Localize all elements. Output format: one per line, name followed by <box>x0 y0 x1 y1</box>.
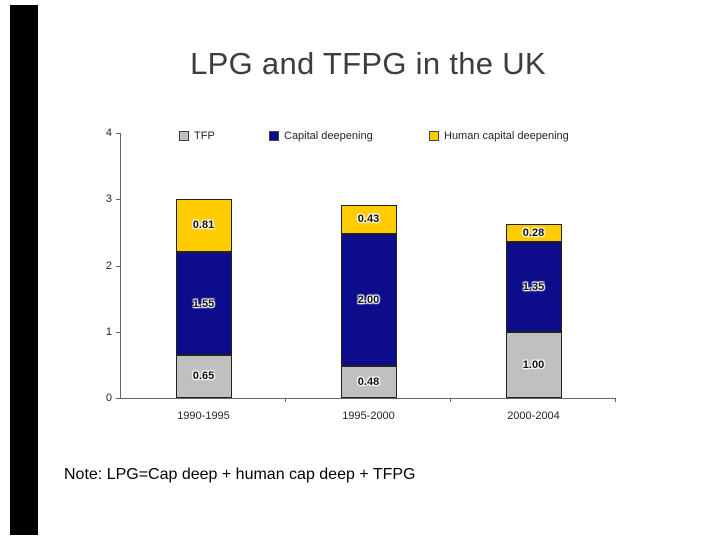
y-axis-tick-label: 4 <box>105 127 112 139</box>
bar-value-label: 1.35 <box>522 281 545 294</box>
legend-swatch-tfp <box>179 131 189 141</box>
legend-label: Capital deepening <box>284 130 373 142</box>
bar-value-label: 2.00 <box>357 293 380 306</box>
y-axis-tick-label: 3 <box>105 193 112 206</box>
bar-value-label: 0.43 <box>357 213 380 226</box>
bar-value-label: 0.65 <box>192 370 215 383</box>
legend-swatch-human-capital-deepening <box>429 131 439 141</box>
bar-segment-capital-deepening: 1.35 <box>505 242 562 332</box>
bar-segment-human-capital-deepening: 0.28 <box>505 223 562 243</box>
y-axis-tick-mark <box>116 133 121 134</box>
legend-item-human-capital-deepening: Human capital deepening <box>429 129 569 143</box>
bar-value-label: 1.00 <box>522 358 545 371</box>
y-axis-tick-mark <box>116 398 121 399</box>
legend-item-capital-deepening: Capital deepening <box>269 129 373 143</box>
bar-segment-tfp: 0.48 <box>340 366 397 398</box>
x-axis-category-label: 2000-2004 <box>507 410 560 422</box>
x-axis-tick-mark <box>285 398 286 402</box>
bar-segment-capital-deepening: 2.00 <box>340 233 397 367</box>
bar-segment-tfp: 1.00 <box>505 331 562 398</box>
y-axis-tick-label: 2 <box>105 259 112 272</box>
y-axis-tick-label: 0 <box>105 392 112 404</box>
x-axis-category-label: 1995-2000 <box>342 410 395 422</box>
y-axis-tick-label: 1 <box>105 325 112 338</box>
bar-segment-tfp: 0.65 <box>175 354 232 398</box>
slide-title: LPG and TFPG in the UK <box>190 46 546 81</box>
bar-value-label: 1.55 <box>192 297 215 310</box>
legend-label: TFP <box>194 130 215 142</box>
bar-segment-capital-deepening: 1.55 <box>175 252 232 355</box>
legend-label: Human capital deepening <box>444 130 569 142</box>
chart-plot-area: 0 1 2 3 4 1990-1995 0.65 1.55 0.81 1995-2000 0.48 2… <box>106 127 616 422</box>
bar-value-label: 0.81 <box>192 219 215 232</box>
legend-item-tfp: TFP <box>179 129 215 143</box>
bar-value-label: 0.28 <box>522 227 545 240</box>
bar-segment-human-capital-deepening: 0.43 <box>340 205 397 234</box>
y-axis-tick-mark <box>116 265 121 267</box>
bar-segment-human-capital-deepening: 0.81 <box>175 198 232 253</box>
x-axis-tick-mark <box>450 398 451 402</box>
y-axis-tick-mark <box>116 331 121 333</box>
x-axis-category-label: 1990-1995 <box>177 410 230 422</box>
x-axis-tick-mark <box>615 398 616 402</box>
legend-swatch-capital-deepening <box>269 131 279 141</box>
bar-value-label: 0.48 <box>357 376 380 389</box>
slide-left-stripe <box>10 5 38 535</box>
note-text: Note: LPG=Cap deep + human cap deep + TF… <box>64 466 416 483</box>
y-axis-tick-mark <box>116 199 121 201</box>
